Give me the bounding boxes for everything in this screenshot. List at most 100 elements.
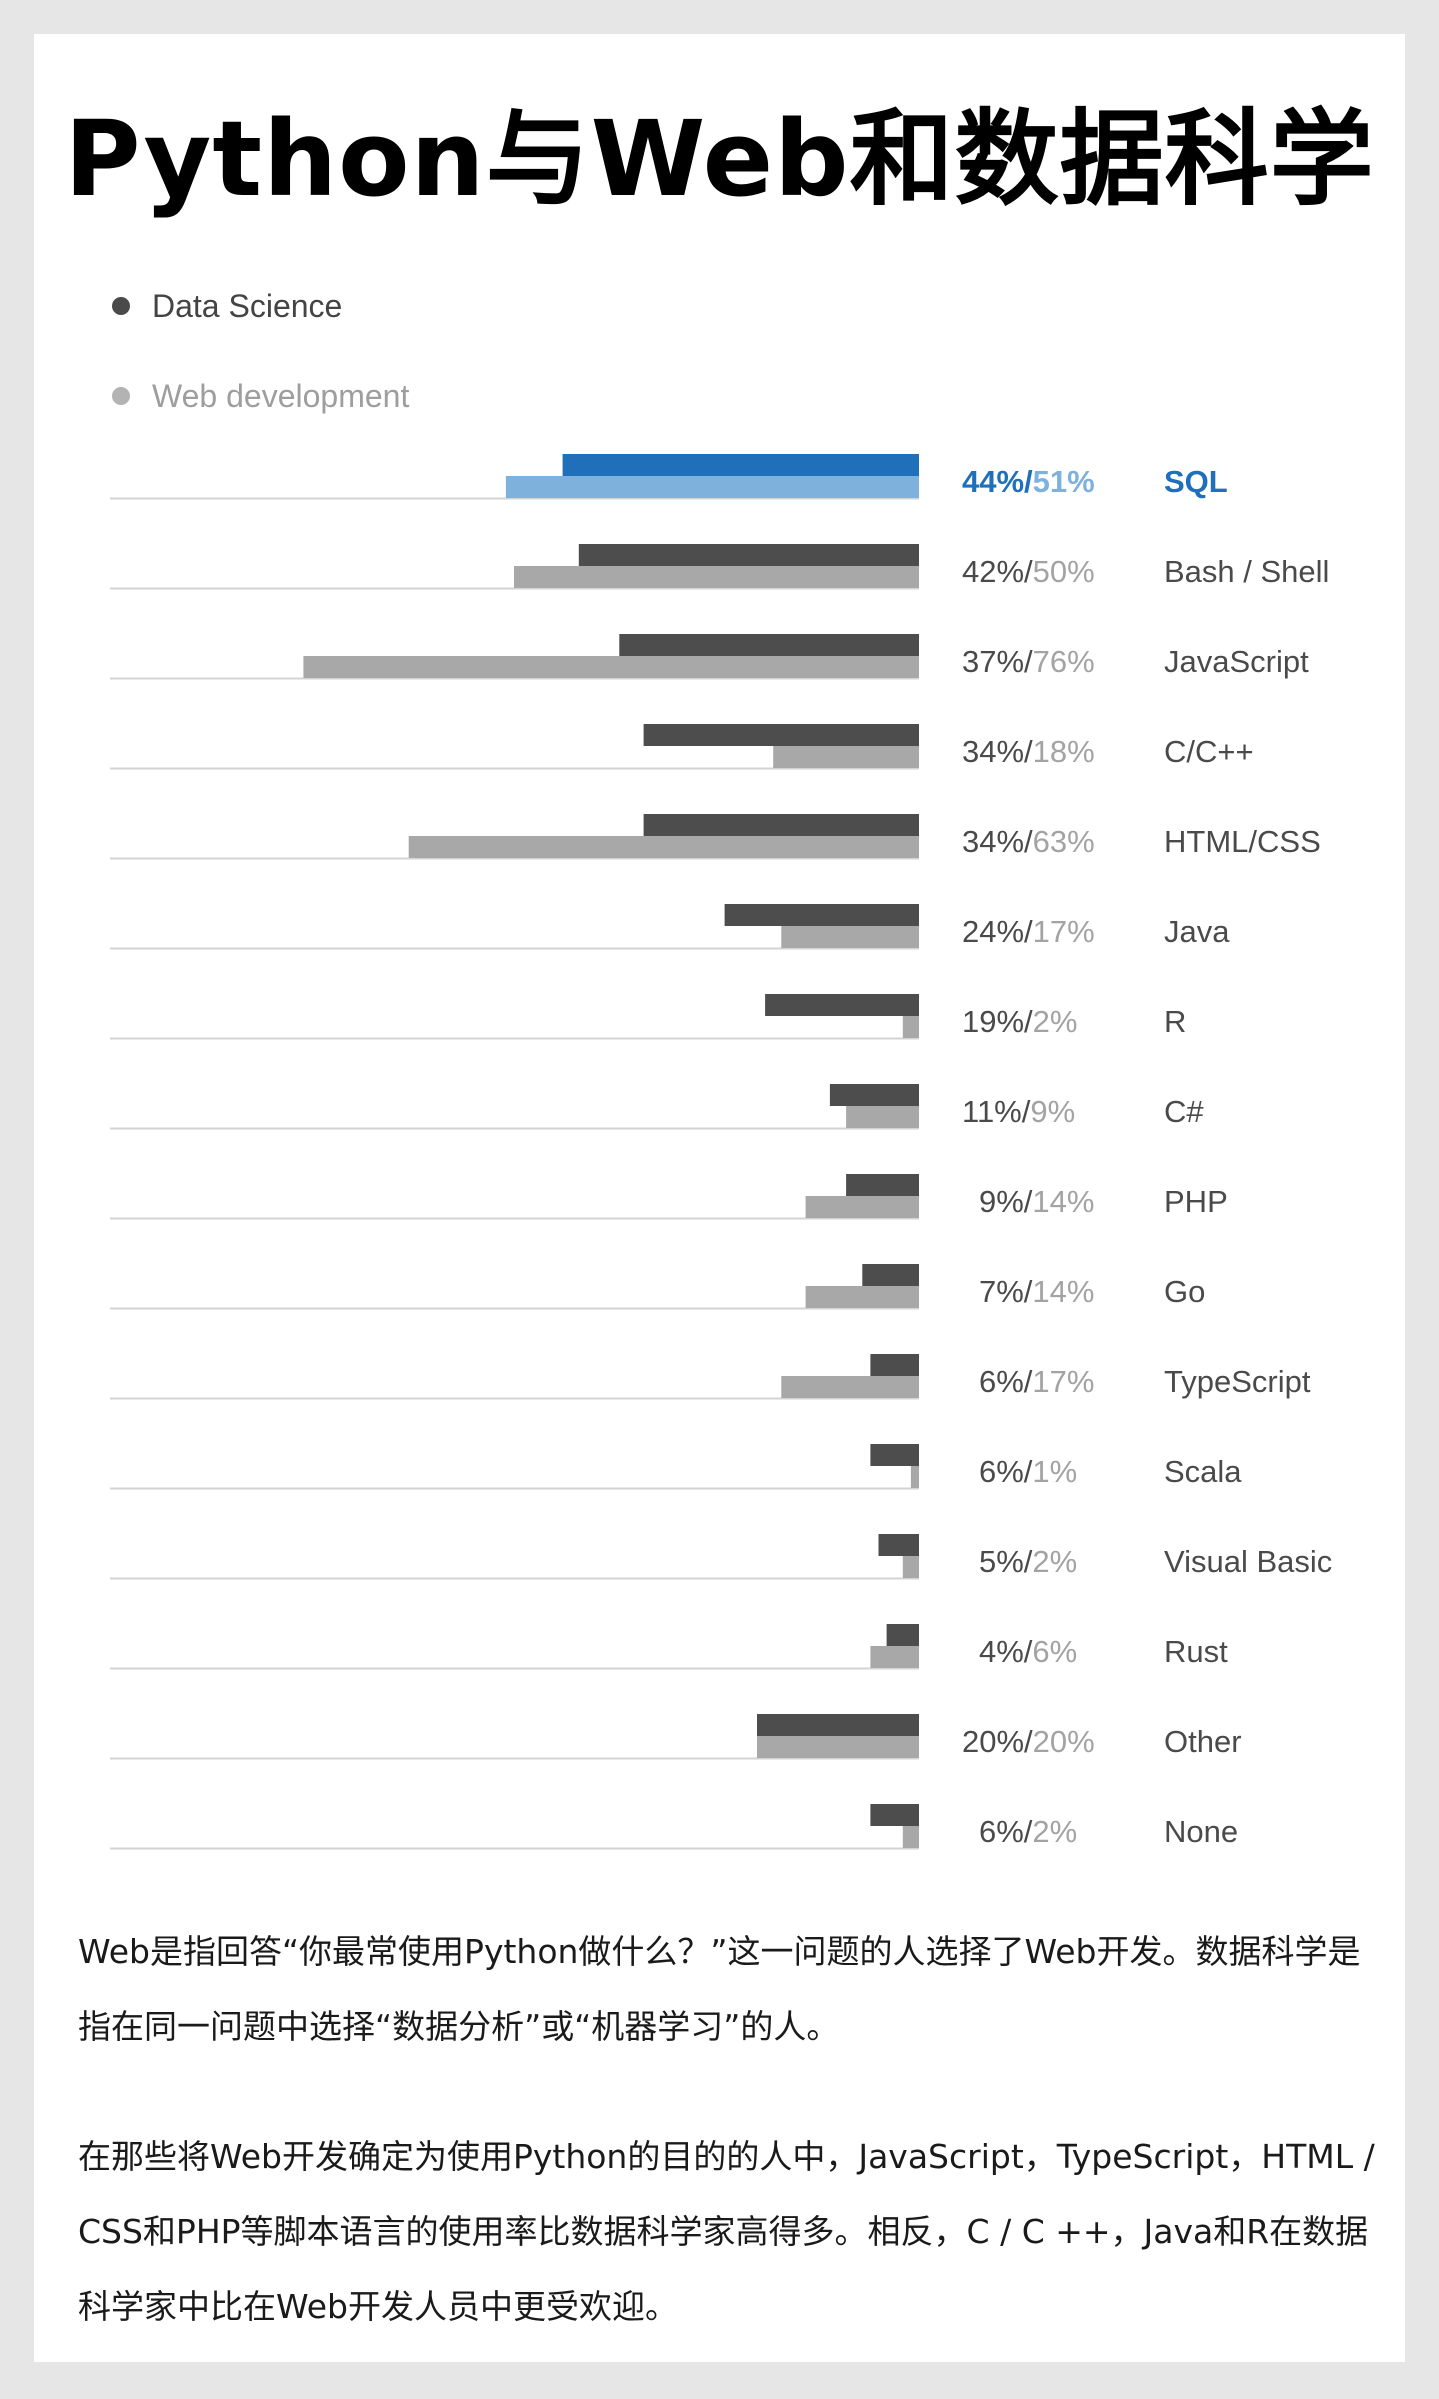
legend-label-data-science: Data Science	[152, 288, 343, 324]
value-data-science-scala: 6%/	[979, 1454, 1033, 1489]
bar-data-science-c-cpp	[643, 724, 919, 746]
value-web-development-typescript: 17%	[1032, 1364, 1094, 1399]
value-label-c-cpp: 34%/18%	[962, 734, 1095, 769]
value-web-development-c-cpp: 18%	[1033, 734, 1095, 769]
value-label-html-css: 34%/63%	[962, 824, 1095, 859]
value-web-development-other: 20%	[1033, 1724, 1095, 1759]
value-data-science-javascript: 37%/	[962, 644, 1033, 679]
value-data-science-php: 9%/	[979, 1184, 1033, 1219]
bar-web-development-csharp	[846, 1106, 919, 1128]
bar-web-development-php	[805, 1196, 919, 1218]
category-label-r: R	[1164, 1004, 1186, 1039]
value-label-php: 9%/14%	[979, 1184, 1094, 1219]
bar-data-science-php	[846, 1174, 919, 1196]
category-label-java: Java	[1164, 914, 1230, 949]
value-label-visual-basic: 5%/2%	[979, 1544, 1077, 1579]
category-label-typescript: TypeScript	[1164, 1364, 1311, 1399]
category-label-c-cpp: C/C++	[1164, 734, 1254, 769]
bar-web-development-c-cpp	[773, 746, 919, 768]
bar-data-science-visual-basic	[878, 1534, 919, 1556]
bar-web-development-rust	[870, 1646, 919, 1668]
category-label-visual-basic: Visual Basic	[1164, 1544, 1332, 1579]
value-data-science-r: 19%/	[962, 1004, 1033, 1039]
value-web-development-javascript: 76%	[1033, 644, 1095, 679]
value-label-other: 20%/20%	[962, 1724, 1095, 1759]
category-label-go: Go	[1164, 1274, 1205, 1309]
value-label-go: 7%/14%	[979, 1274, 1094, 1309]
category-label-bash-shell: Bash / Shell	[1164, 554, 1329, 589]
bar-data-science-sql	[562, 454, 919, 476]
bar-data-science-none	[870, 1804, 919, 1826]
value-web-development-java: 17%	[1033, 914, 1095, 949]
value-web-development-html-css: 63%	[1033, 824, 1095, 859]
category-label-scala: Scala	[1164, 1454, 1242, 1489]
value-web-development-csharp: 9%	[1030, 1094, 1075, 1129]
category-label-html-css: HTML/CSS	[1164, 824, 1321, 859]
value-web-development-bash-shell: 50%	[1033, 554, 1095, 589]
bar-web-development-javascript	[303, 656, 919, 678]
value-web-development-scala: 1%	[1032, 1454, 1077, 1489]
bar-web-development-scala	[910, 1466, 919, 1488]
value-data-science-typescript: 6%/	[979, 1364, 1033, 1399]
value-web-development-r: 2%	[1033, 1004, 1078, 1039]
bar-chart: 44%/51% SQL 42%/50% Bash / Shell 37%/76% Java…	[110, 454, 1332, 1850]
value-web-development-sql: 51%	[1033, 464, 1095, 499]
bar-web-development-sql	[505, 476, 919, 498]
bar-web-development-other	[757, 1736, 919, 1758]
value-label-java: 24%/17%	[962, 914, 1095, 949]
value-data-science-other: 20%/	[962, 1724, 1033, 1759]
value-web-development-php: 14%	[1032, 1184, 1094, 1219]
value-label-r: 19%/2%	[962, 1004, 1077, 1039]
bar-data-science-java	[724, 904, 919, 926]
category-label-none: None	[1164, 1814, 1238, 1849]
value-web-development-none: 2%	[1032, 1814, 1077, 1849]
value-label-bash-shell: 42%/50%	[962, 554, 1095, 589]
bar-data-science-rust	[886, 1624, 919, 1646]
value-data-science-rust: 4%/	[979, 1634, 1033, 1669]
legend-item-data-science: Data Science	[112, 286, 342, 326]
value-label-rust: 4%/6%	[979, 1634, 1077, 1669]
bar-web-development-java	[781, 926, 919, 948]
value-label-csharp: 11%/9%	[962, 1094, 1075, 1129]
value-data-science-html-css: 34%/	[962, 824, 1033, 859]
infographic-card: Python与Web和数据科学 Data Science Web develop…	[34, 34, 1405, 2362]
category-label-javascript: JavaScript	[1164, 644, 1309, 679]
value-data-science-visual-basic: 5%/	[979, 1544, 1033, 1579]
bar-web-development-bash-shell	[514, 566, 919, 588]
value-data-science-c-cpp: 34%/	[962, 734, 1033, 769]
bar-web-development-go	[805, 1286, 919, 1308]
legend-dot-web-development	[112, 386, 130, 405]
category-label-other: Other	[1164, 1724, 1242, 1759]
bar-web-development-typescript	[781, 1376, 919, 1398]
value-data-science-sql: 44%/	[962, 464, 1033, 499]
value-label-none: 6%/2%	[979, 1814, 1077, 1849]
category-label-rust: Rust	[1164, 1634, 1228, 1669]
value-label-sql: 44%/51%	[962, 464, 1095, 499]
legend-dot-data-science	[112, 296, 130, 315]
bar-data-science-javascript	[619, 634, 919, 656]
bar-data-science-scala	[870, 1444, 919, 1466]
value-label-javascript: 37%/76%	[962, 644, 1095, 679]
value-data-science-java: 24%/	[962, 914, 1033, 949]
bar-data-science-other	[757, 1714, 919, 1736]
bar-data-science-bash-shell	[578, 544, 919, 566]
bar-data-science-r	[765, 994, 919, 1016]
legend-label-web-development: Web development	[152, 378, 410, 414]
value-data-science-none: 6%/	[979, 1814, 1033, 1849]
value-data-science-csharp: 11%/	[962, 1094, 1031, 1129]
value-web-development-rust: 6%	[1032, 1634, 1077, 1669]
category-label-sql: SQL	[1164, 464, 1228, 499]
value-label-scala: 6%/1%	[979, 1454, 1077, 1489]
value-web-development-visual-basic: 2%	[1032, 1544, 1077, 1579]
value-data-science-go: 7%/	[979, 1274, 1033, 1309]
bar-data-science-csharp	[829, 1084, 919, 1106]
bar-data-science-typescript	[870, 1354, 919, 1376]
bar-web-development-r	[902, 1016, 919, 1038]
category-label-csharp: C#	[1164, 1094, 1204, 1129]
legend-item-web-development: Web development	[112, 376, 409, 416]
value-data-science-bash-shell: 42%/	[962, 554, 1033, 589]
paragraph-definition: Web是指回答“你最常使用Python做什么？”这一问题的人选择了Web开发。数…	[78, 1932, 1361, 2046]
value-web-development-go: 14%	[1032, 1274, 1094, 1309]
paragraph-comparison: 在那些将Web开发确定为使用Python的目的的人中，JavaScript，Ty…	[78, 2137, 1375, 2326]
value-label-typescript: 6%/17%	[979, 1364, 1094, 1399]
